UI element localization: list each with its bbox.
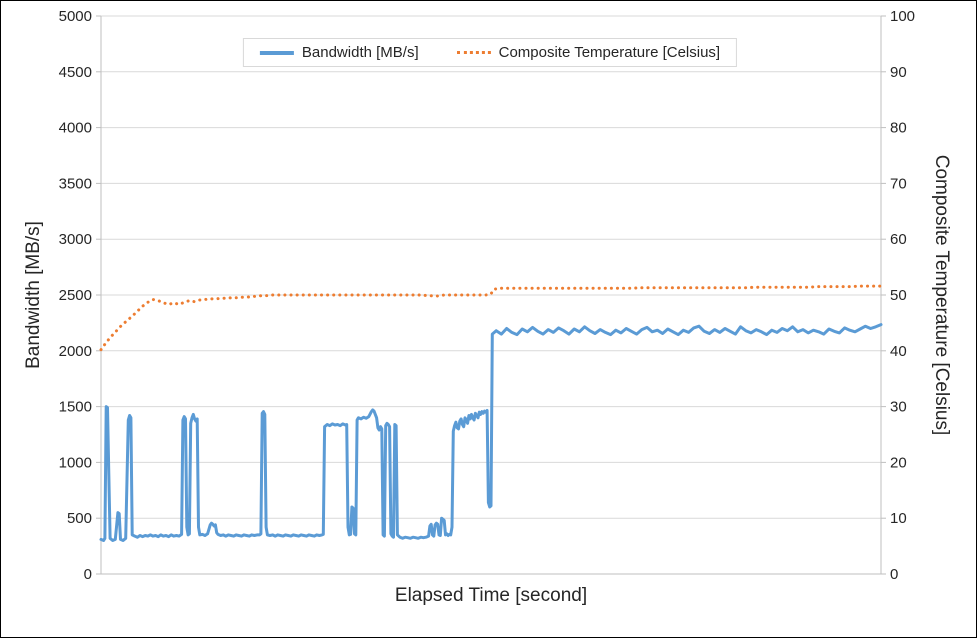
y-right-tick-label: 100 (890, 8, 915, 25)
y-right-tick-label: 60 (890, 231, 907, 248)
y-left-tick-label: 4500 (59, 64, 92, 81)
y-right-tick-label: 50 (890, 287, 907, 304)
series-line-bandwidth (99, 323, 883, 542)
y-left-tick-label: 5000 (59, 8, 92, 25)
legend-label-temperature: Composite Temperature [Celsius] (498, 44, 721, 61)
y-left-tick-label: 500 (67, 510, 92, 527)
series-line-temperature (99, 284, 883, 352)
y-left-tick-label: 3000 (59, 231, 92, 248)
y-right-tick-label: 70 (890, 175, 907, 192)
y-right-tick-label: 30 (890, 399, 907, 416)
x-axis-title: Elapsed Time [second] (394, 585, 588, 606)
y-right-tick-label: 20 (890, 454, 907, 471)
y-right-tick-label: 80 (890, 120, 907, 137)
y-left-tick-label: 1500 (59, 399, 92, 416)
y-left-tick-label: 4000 (59, 120, 92, 137)
y-left-tick-label: 1000 (59, 454, 92, 471)
y-left-tick-label: 2500 (59, 287, 92, 304)
legend: Bandwidth [MB/s] Composite Temperature [… (242, 38, 738, 67)
legend-label-bandwidth: Bandwidth [MB/s] (301, 44, 419, 61)
y-right-tick-label: 10 (890, 510, 907, 527)
y-right-tick-label: 0 (890, 566, 898, 583)
legend-item-bandwidth: Bandwidth [MB/s] (259, 44, 419, 61)
temperature-line-sample (456, 51, 491, 54)
y-left-tick-label: 3500 (59, 175, 92, 192)
legend-item-temperature: Composite Temperature [Celsius] (456, 44, 721, 61)
y-left-tick-label: 2000 (59, 343, 92, 360)
bandwidth-line-sample (259, 50, 294, 55)
left-axis-title: Bandwidth [MB/s] (23, 221, 44, 369)
right-axis-title: Composite Temperature [Celsius] (931, 154, 952, 436)
y-left-tick-label: 0 (84, 566, 92, 583)
y-right-tick-label: 90 (890, 64, 907, 81)
y-right-tick-label: 40 (890, 343, 907, 360)
